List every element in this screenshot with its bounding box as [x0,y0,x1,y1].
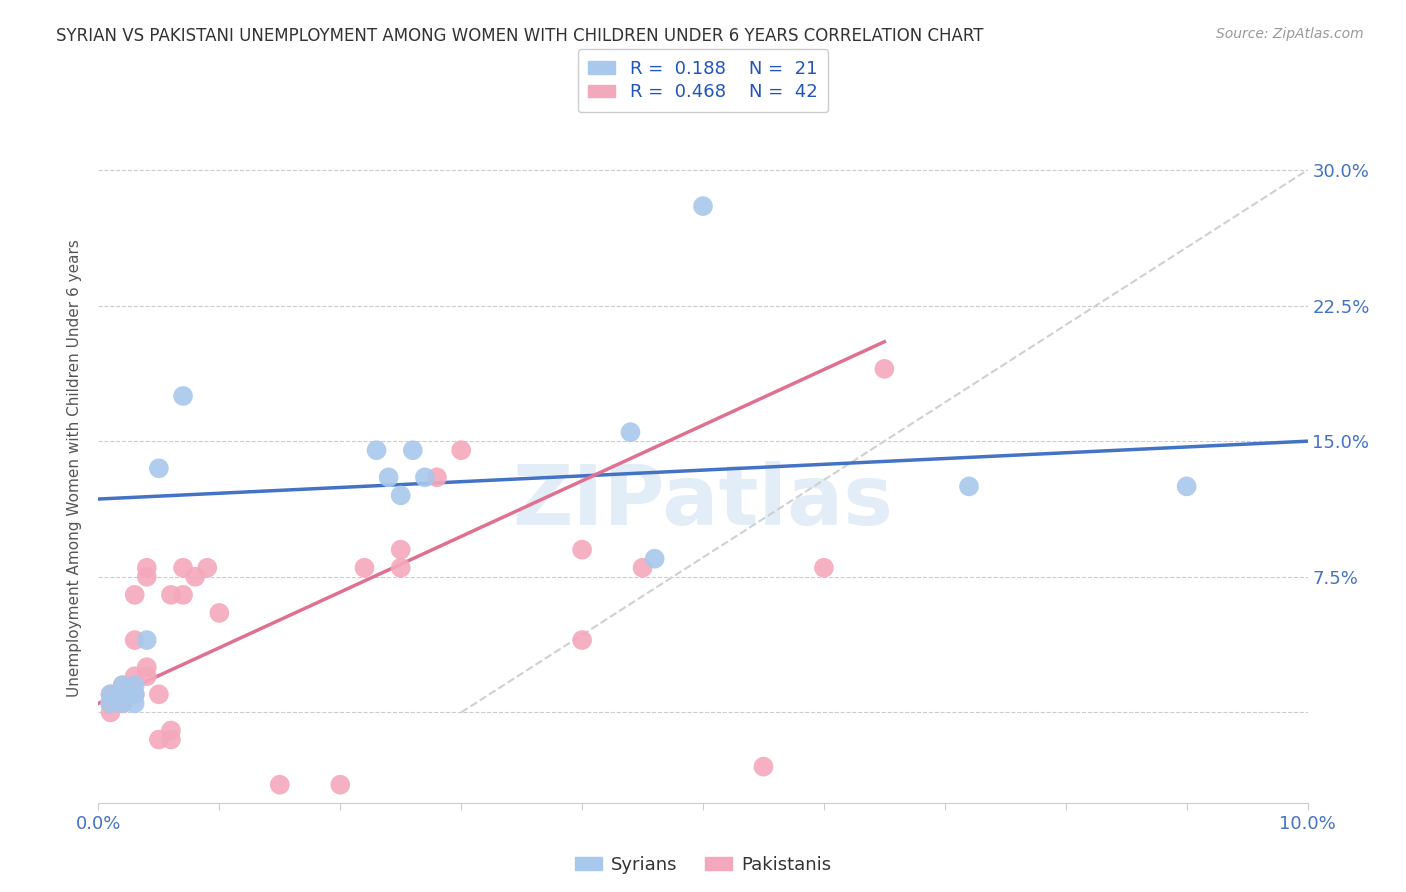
Point [100,687,122,701]
Point [111,697,134,711]
Point [208,606,231,620]
Point [1175,479,1198,493]
Point [172,389,194,403]
Point [172,588,194,602]
Point [124,697,146,711]
Point [450,443,472,458]
Point [111,697,134,711]
Point [111,678,134,692]
Point [426,470,449,484]
Point [389,488,412,502]
Point [124,669,146,683]
Point [124,687,146,701]
Point [124,687,146,701]
Point [668,832,690,847]
Point [148,732,170,747]
Point [100,697,122,711]
Point [148,687,170,701]
Text: ZIPatlas: ZIPatlas [513,461,893,542]
Text: Source: ZipAtlas.com: Source: ZipAtlas.com [1216,27,1364,41]
Point [195,560,218,574]
Point [100,687,122,701]
Y-axis label: Unemployment Among Women with Children Under 6 years: Unemployment Among Women with Children U… [67,239,83,698]
Point [389,560,412,574]
Point [124,678,146,692]
Point [160,588,183,602]
Point [124,588,146,602]
Point [124,633,146,648]
Point [160,732,183,747]
Point [111,687,134,701]
Point [402,443,425,458]
Point [957,479,980,493]
Legend: Syrians, Pakistanis: Syrians, Pakistanis [568,848,838,880]
Point [184,570,207,584]
Point [366,443,388,458]
Point [100,706,122,720]
Point [135,560,157,574]
Point [100,697,122,711]
Point [135,570,157,584]
Point [124,687,146,701]
Point [160,723,183,738]
Point [619,425,641,439]
Point [172,560,194,574]
Point [413,470,436,484]
Point [111,697,134,711]
Point [269,778,291,792]
Point [111,687,134,701]
Point [571,542,593,557]
Point [813,560,835,574]
Point [377,470,399,484]
Point [571,633,593,648]
Point [329,778,352,792]
Point [631,560,654,574]
Point [111,678,134,692]
Point [644,551,666,566]
Point [135,669,157,683]
Point [353,560,375,574]
Point [135,660,157,674]
Point [389,542,412,557]
Point [100,697,122,711]
Text: SYRIAN VS PAKISTANI UNEMPLOYMENT AMONG WOMEN WITH CHILDREN UNDER 6 YEARS CORRELA: SYRIAN VS PAKISTANI UNEMPLOYMENT AMONG W… [56,27,984,45]
Point [873,362,896,376]
Point [148,461,170,475]
Point [752,759,775,773]
Point [100,697,122,711]
Point [135,633,157,648]
Point [692,199,714,213]
